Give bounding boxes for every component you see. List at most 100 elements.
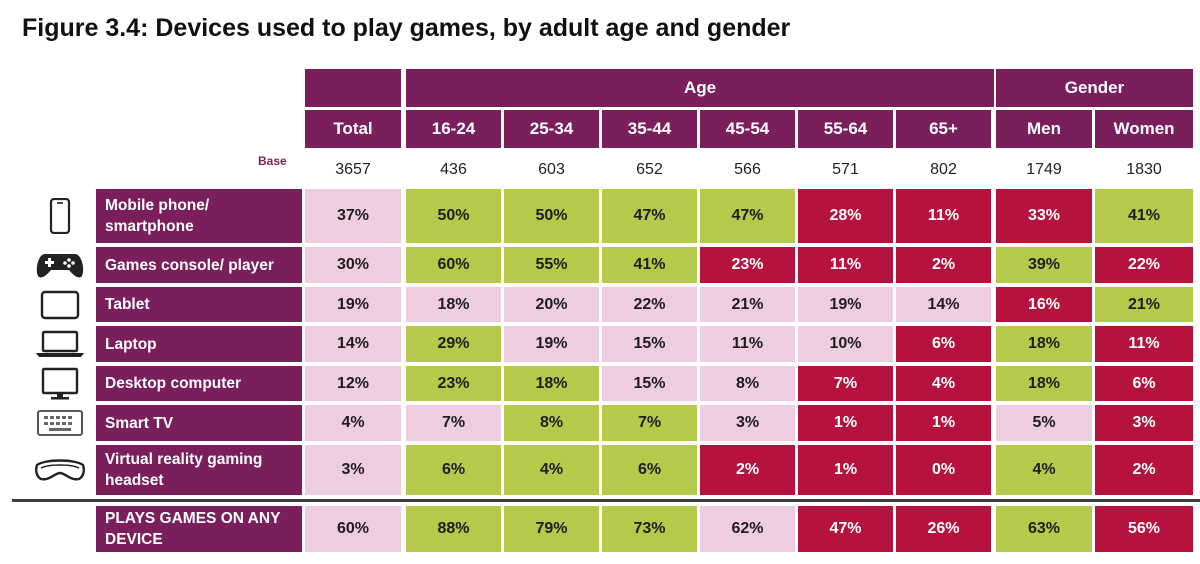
data-cell: 15% bbox=[602, 366, 697, 401]
column-header-men: Men bbox=[996, 110, 1092, 148]
data-cell: 8% bbox=[700, 366, 795, 401]
laptop-icon bbox=[30, 326, 90, 362]
data-cell: 4% bbox=[305, 405, 401, 441]
data-cell: 21% bbox=[700, 287, 795, 322]
gamepad-icon bbox=[30, 247, 90, 283]
data-cell: 60% bbox=[305, 506, 401, 552]
data-cell: 23% bbox=[700, 247, 795, 283]
data-cell: 6% bbox=[1095, 366, 1193, 401]
column-header-16-24: 16-24 bbox=[406, 110, 501, 148]
data-cell: 73% bbox=[602, 506, 697, 552]
vr-headset-icon bbox=[30, 452, 90, 488]
data-cell: 23% bbox=[406, 366, 501, 401]
smartphone-icon bbox=[30, 198, 90, 234]
base-value: 1830 bbox=[1126, 161, 1162, 178]
column-header-55-64: 55-64 bbox=[798, 110, 893, 148]
column-header-25-34: 25-34 bbox=[504, 110, 599, 148]
row-label: Smart TV bbox=[96, 405, 302, 441]
row-label: Laptop bbox=[96, 326, 302, 362]
data-cell: 6% bbox=[602, 445, 697, 495]
column-header-35-44: 35-44 bbox=[602, 110, 697, 148]
data-cell: 11% bbox=[896, 189, 991, 243]
data-cell: 2% bbox=[700, 445, 795, 495]
data-cell: 7% bbox=[602, 405, 697, 441]
row-label: Games console/ player bbox=[96, 247, 302, 283]
data-cell: 11% bbox=[700, 326, 795, 362]
data-cell: 50% bbox=[504, 189, 599, 243]
data-cell: 6% bbox=[896, 326, 991, 362]
data-cell: 7% bbox=[798, 366, 893, 401]
data-cell: 3% bbox=[1095, 405, 1193, 441]
column-header-women: Women bbox=[1095, 110, 1193, 148]
data-cell: 4% bbox=[996, 445, 1092, 495]
data-cell: 29% bbox=[406, 326, 501, 362]
data-cell: 20% bbox=[504, 287, 599, 322]
data-cell: 1% bbox=[798, 445, 893, 495]
base-value: 571 bbox=[832, 161, 859, 178]
data-cell: 14% bbox=[305, 326, 401, 362]
data-cell: 7% bbox=[406, 405, 501, 441]
group-header-gender: Gender bbox=[996, 69, 1193, 107]
data-cell: 1% bbox=[896, 405, 991, 441]
data-cell: 19% bbox=[798, 287, 893, 322]
data-cell: 4% bbox=[896, 366, 991, 401]
data-cell: 22% bbox=[1095, 247, 1193, 283]
data-cell: 16% bbox=[996, 287, 1092, 322]
data-cell: 55% bbox=[504, 247, 599, 283]
column-header-65-: 65+ bbox=[896, 110, 991, 148]
data-cell: 2% bbox=[1095, 445, 1193, 495]
data-cell: 63% bbox=[996, 506, 1092, 552]
base-value: 3657 bbox=[335, 161, 371, 178]
data-cell: 2% bbox=[896, 247, 991, 283]
base-value: 603 bbox=[538, 161, 565, 178]
data-cell: 18% bbox=[996, 326, 1092, 362]
data-cell: 79% bbox=[504, 506, 599, 552]
base-value: 802 bbox=[930, 161, 957, 178]
desktop-monitor-icon bbox=[30, 366, 90, 402]
data-cell: 33% bbox=[996, 189, 1092, 243]
data-cell: 3% bbox=[305, 445, 401, 495]
data-cell: 12% bbox=[305, 366, 401, 401]
data-cell: 47% bbox=[798, 506, 893, 552]
smart-tv-icon bbox=[30, 405, 90, 441]
data-cell: 39% bbox=[996, 247, 1092, 283]
data-cell: 50% bbox=[406, 189, 501, 243]
data-cell: 11% bbox=[798, 247, 893, 283]
row-label: Virtual reality gaming headset bbox=[96, 445, 302, 495]
data-cell: 37% bbox=[305, 189, 401, 243]
data-cell: 30% bbox=[305, 247, 401, 283]
base-value: 566 bbox=[734, 161, 761, 178]
data-cell: 47% bbox=[602, 189, 697, 243]
column-header-total: Total bbox=[305, 110, 401, 148]
row-label: Mobile phone/ smartphone bbox=[96, 189, 302, 243]
data-cell: 60% bbox=[406, 247, 501, 283]
data-cell: 26% bbox=[896, 506, 991, 552]
data-cell: 56% bbox=[1095, 506, 1193, 552]
data-cell: 15% bbox=[602, 326, 697, 362]
data-cell: 41% bbox=[1095, 189, 1193, 243]
data-cell: 18% bbox=[504, 366, 599, 401]
data-cell: 18% bbox=[996, 366, 1092, 401]
data-cell: 5% bbox=[996, 405, 1092, 441]
data-cell: 18% bbox=[406, 287, 501, 322]
row-label: PLAYS GAMES ON ANY DEVICE bbox=[96, 506, 302, 552]
base-value: 436 bbox=[440, 161, 467, 178]
data-cell: 8% bbox=[504, 405, 599, 441]
group-header-age: Age bbox=[406, 69, 994, 107]
data-cell: 11% bbox=[1095, 326, 1193, 362]
data-cell: 4% bbox=[504, 445, 599, 495]
data-cell: 21% bbox=[1095, 287, 1193, 322]
data-cell: 62% bbox=[700, 506, 795, 552]
data-cell: 1% bbox=[798, 405, 893, 441]
chart-title: Figure 3.4: Devices used to play games, … bbox=[22, 14, 791, 42]
base-value: 1749 bbox=[1026, 161, 1062, 178]
base-value: 652 bbox=[636, 161, 663, 178]
header-corner bbox=[305, 69, 401, 107]
tablet-icon bbox=[30, 287, 90, 323]
data-cell: 0% bbox=[896, 445, 991, 495]
total-separator-line bbox=[12, 499, 1200, 502]
data-cell: 19% bbox=[305, 287, 401, 322]
base-label: Base bbox=[258, 154, 287, 168]
row-label: Desktop computer bbox=[96, 366, 302, 401]
data-cell: 3% bbox=[700, 405, 795, 441]
